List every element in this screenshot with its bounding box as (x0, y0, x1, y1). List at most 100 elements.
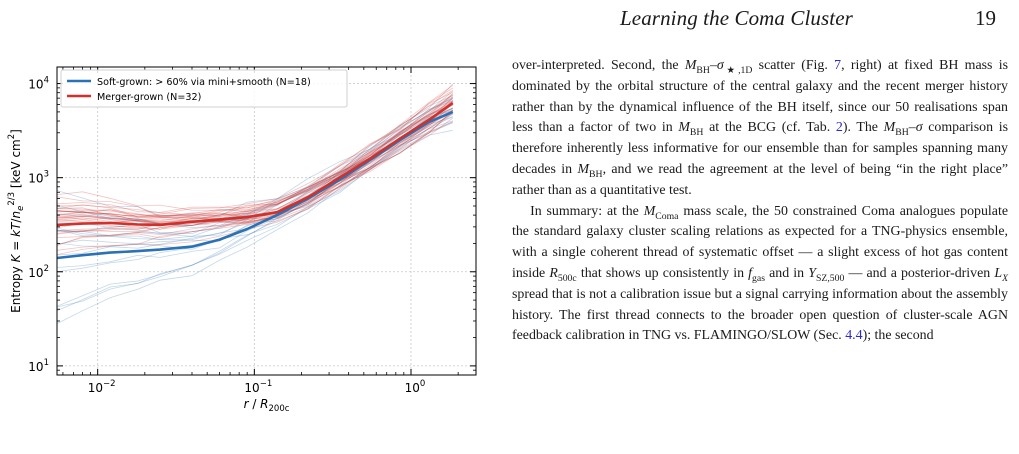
realisation-profile-line (56, 83, 454, 233)
text-run: 500c (557, 272, 577, 284)
text-run: – (908, 120, 916, 136)
cross-reference-link[interactable]: 2 (835, 120, 843, 136)
realisation-profile-line (56, 101, 454, 216)
text-run: f (748, 265, 753, 281)
text-run: , and we read the agreement at the level… (512, 161, 1008, 198)
realisation-profile-line (56, 95, 453, 237)
realisation-profile-line (56, 121, 453, 245)
realisation-profile-line (56, 129, 453, 250)
x-tick-label: 10−1 (244, 379, 272, 395)
realisation-profile-line (56, 107, 453, 226)
text-run: SZ,500 (815, 272, 845, 284)
cross-reference-link[interactable]: 7 (834, 58, 842, 73)
realisation-profile-line (56, 96, 454, 218)
text-run: gas (752, 272, 765, 284)
legend: Soft-grown: > 60% via mini+smooth (N=18)… (60, 69, 348, 108)
legend-label: Soft-grown: > 60% via mini+smooth (N=18) (97, 77, 311, 88)
y-tick-label: 104 (28, 76, 49, 92)
y-tick-label: 102 (28, 264, 49, 280)
realisation-profile-line (56, 103, 454, 251)
realisation-profile-line (56, 98, 454, 222)
legend-box (60, 69, 348, 108)
text-run: and in (764, 265, 809, 281)
realisation-profile-line (56, 84, 454, 219)
realisation-profile-line (56, 89, 454, 222)
realisation-profile-line (56, 93, 454, 231)
realisation-profile-line (56, 109, 453, 240)
realisation-profile-line (56, 93, 454, 219)
realisation-profile-line (56, 112, 454, 223)
realisation-profile-line (56, 91, 453, 217)
page-number: 19 (975, 6, 996, 30)
text-run: , right) at fixed BH mass is dominated b… (512, 58, 1008, 136)
text-run: BH (696, 64, 710, 76)
text-run: L (994, 265, 1003, 281)
median-profiles (56, 102, 454, 260)
median-profile-line (56, 102, 454, 227)
text-run: — and a posterior-driven (844, 265, 995, 281)
text-run: that shows up consistently in (576, 265, 749, 281)
realisation-profile-line (56, 107, 453, 308)
realisation-profile-line (56, 98, 454, 218)
y-tick-label: 103 (28, 170, 49, 186)
text-run: M (643, 203, 656, 219)
text-run: spread that is not a calibration issue b… (512, 286, 1008, 344)
legend-label: Merger-grown (N=32) (97, 92, 201, 103)
text-run: over-interpreted. Second, the (512, 58, 685, 73)
text-run: Coma (655, 210, 679, 222)
y-tick-label: 101 (28, 358, 49, 374)
text-run: comparison is therefore inherently less … (512, 120, 1008, 177)
text-run: scatter (Fig. (752, 58, 835, 73)
realisation-profile-line (56, 116, 453, 307)
text-run: σ (915, 120, 923, 136)
text-run: M (678, 120, 690, 136)
entropy-profile-figure: 10−2 10−1 100 101 102 103 104 r / R200c Entrop… (7, 66, 477, 414)
text-run: M (883, 120, 896, 136)
realisation-profile-line (56, 104, 453, 272)
y-axis-label: Entropy K = kT/ne2/3 [keV cm2] (7, 129, 26, 313)
text-run: In summary: at the (530, 203, 644, 219)
text-run: ★,1D (723, 64, 753, 76)
realisation-profile-line (56, 100, 454, 211)
running-title: Learning the Coma Cluster (620, 6, 853, 30)
realisation-profile-line (56, 112, 454, 220)
text-run: mass scale, the 50 constrained Coma anal… (512, 203, 1008, 281)
realisation-profile-line (56, 98, 453, 312)
text-run: ). The (842, 120, 884, 136)
text-run: BH (689, 127, 704, 139)
plot-frame (56, 66, 477, 376)
realisation-profile-line (56, 105, 453, 227)
realisation-profile-line (56, 111, 453, 224)
text-run: M (684, 58, 697, 73)
body-text-column: over-interpreted. Second, the MBH–σ★,1D … (512, 56, 1008, 347)
text-run: X (1002, 272, 1009, 284)
realisation-profile-line (56, 100, 453, 256)
text-run: BH (895, 127, 909, 139)
text-run: ); the second (862, 328, 934, 344)
realisation-profile-line (56, 116, 453, 268)
realisation-profile-line (56, 108, 453, 221)
text-run: BH (589, 168, 603, 180)
realisation-profile-line (56, 109, 454, 222)
text-run: R (549, 265, 558, 281)
realisation-profile-line (56, 97, 454, 224)
text-run: – (709, 58, 717, 73)
axis-ticks (57, 67, 476, 376)
realisation-profile-line (56, 121, 453, 222)
individual-profiles (56, 83, 454, 324)
paragraph-2: In summary: at the MComa mass scale, the… (512, 202, 1008, 348)
realisation-profile-line (56, 97, 454, 217)
realisation-profile-line (56, 117, 454, 226)
realisation-profile-line (56, 120, 453, 324)
x-axis-label: r / R200c (244, 397, 290, 414)
realisation-profile-line (56, 113, 454, 227)
text-run: at the BCG (cf. Tab. (703, 120, 836, 136)
tick-labels: 10−2 10−1 100 101 102 103 104 (28, 76, 425, 395)
text-run: σ (716, 58, 724, 73)
text-run: M (577, 161, 590, 177)
cross-reference-link[interactable]: 4.4 (845, 328, 863, 344)
text-run: Y (808, 265, 816, 281)
realisation-profile-line (56, 110, 453, 219)
realisation-profile-line (56, 90, 454, 220)
realisation-profile-line (56, 109, 454, 235)
